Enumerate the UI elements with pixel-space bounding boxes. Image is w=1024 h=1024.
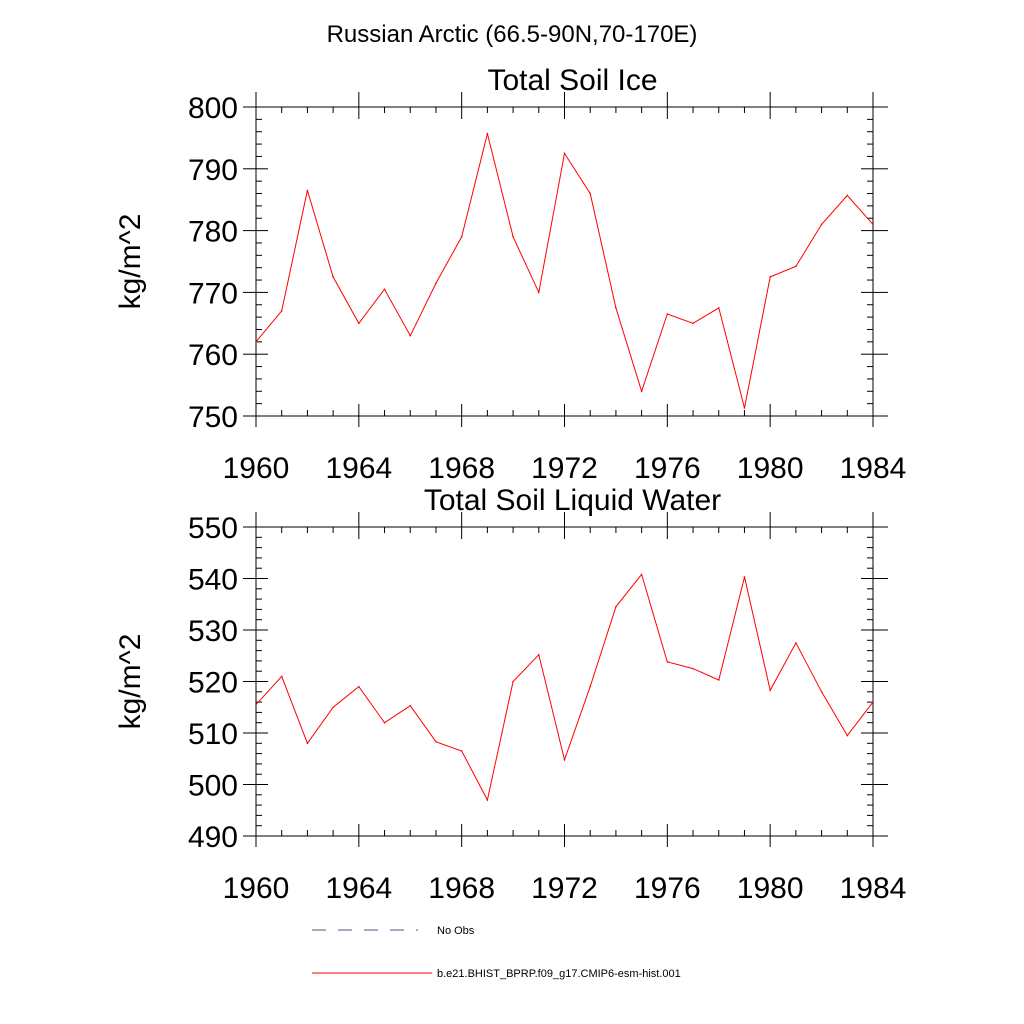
data-point <box>563 758 566 761</box>
soil-ice-panel: Total Soil Ice kg/m^2 1960 1964 1968 1972 1976… <box>114 64 906 485</box>
series-line <box>255 573 874 802</box>
y-tick-label: 770 <box>188 277 238 310</box>
y-tick-label: 500 <box>188 770 238 803</box>
data-point <box>795 642 797 644</box>
data-point <box>358 685 360 688</box>
data-point <box>409 704 412 707</box>
y-tick-label: 760 <box>188 339 238 372</box>
figure-title: Russian Arctic (66.5-90N,70-170E) <box>327 21 698 48</box>
data-point <box>795 265 797 268</box>
data-point <box>435 282 437 284</box>
data-point <box>358 322 360 325</box>
data-point <box>692 667 694 670</box>
plot-frame <box>255 526 874 837</box>
y-tick-label: 780 <box>188 216 238 249</box>
x-tick-label: 1964 <box>325 872 392 905</box>
x-tick-label: 1980 <box>737 452 804 485</box>
data-point <box>280 675 283 678</box>
x-tick-label: 1972 <box>531 872 598 905</box>
data-point <box>846 194 849 197</box>
data-point <box>615 307 617 309</box>
data-point <box>563 152 566 155</box>
data-point <box>409 334 412 337</box>
data-point <box>717 679 720 681</box>
y-tick-label: 550 <box>188 512 238 545</box>
data-point <box>743 576 746 578</box>
x-tick-label: 1984 <box>840 872 907 905</box>
x-tick-label: 1976 <box>634 872 701 905</box>
data-point <box>769 276 771 278</box>
series-line <box>255 133 874 409</box>
data-point <box>435 740 437 743</box>
plot-title: Total Soil Ice <box>487 64 657 97</box>
y-tick-label: 520 <box>188 667 238 700</box>
data-point <box>486 132 489 135</box>
x-tick-label: 1976 <box>634 452 701 485</box>
data-point <box>383 721 386 724</box>
soil-liquid-water-panel: Total Soil Liquid Water kg/m^2 1960 1964 196… <box>114 484 906 905</box>
data-point <box>666 313 669 315</box>
data-point <box>717 307 720 309</box>
data-point <box>640 390 643 393</box>
legend-obs-label: No Obs <box>437 925 475 937</box>
data-point <box>589 685 592 688</box>
data-point <box>460 750 463 752</box>
y-axis-label: kg/m^2 <box>114 214 147 310</box>
data-point <box>666 661 669 663</box>
data-point <box>460 235 463 238</box>
x-tick-label: 1960 <box>223 452 290 485</box>
data-point <box>615 606 617 608</box>
data-point <box>332 276 334 278</box>
y-tick-label: 490 <box>188 821 238 854</box>
data-point <box>743 407 746 409</box>
data-point <box>537 653 540 656</box>
data-point <box>280 310 283 312</box>
x-tick-label: 1968 <box>428 452 495 485</box>
y-axis-label: kg/m^2 <box>114 634 147 730</box>
data-point <box>820 223 823 226</box>
data-point <box>306 189 309 192</box>
data-point <box>255 341 257 343</box>
plot-title: Total Soil Liquid Water <box>424 484 721 517</box>
x-tick-label: 1984 <box>840 452 907 485</box>
data-point <box>512 680 514 683</box>
data-point <box>486 799 489 801</box>
data-point <box>640 573 643 576</box>
data-point <box>512 235 514 238</box>
x-tick-label: 1964 <box>325 452 392 485</box>
data-point <box>332 706 334 709</box>
data-point <box>383 288 386 291</box>
data-point <box>589 192 592 195</box>
y-tick-label: 790 <box>188 154 238 187</box>
data-point <box>306 742 309 745</box>
data-point <box>872 701 874 703</box>
x-tick-label: 1968 <box>428 872 495 905</box>
data-point <box>537 291 540 294</box>
y-tick-label: 540 <box>188 564 238 597</box>
legend-model-label: b.e21.BHIST_BPRP.f09_g17.CMIP6-esm-hist.… <box>437 968 681 980</box>
data-point <box>692 322 694 325</box>
data-point <box>846 734 849 737</box>
y-tick-label: 510 <box>188 718 238 751</box>
y-tick-label: 750 <box>188 401 238 434</box>
y-tick-label: 530 <box>188 615 238 648</box>
y-tick-label: 800 <box>188 92 238 125</box>
x-tick-label: 1972 <box>531 452 598 485</box>
data-point <box>255 703 257 706</box>
data-point <box>872 223 874 226</box>
legend: No Obs b.e21.BHIST_BPRP.f09_g17.CMIP6-es… <box>312 925 681 980</box>
data-point <box>820 691 823 693</box>
x-tick-label: 1980 <box>737 872 804 905</box>
x-tick-label: 1960 <box>223 872 290 905</box>
data-point <box>769 689 771 692</box>
